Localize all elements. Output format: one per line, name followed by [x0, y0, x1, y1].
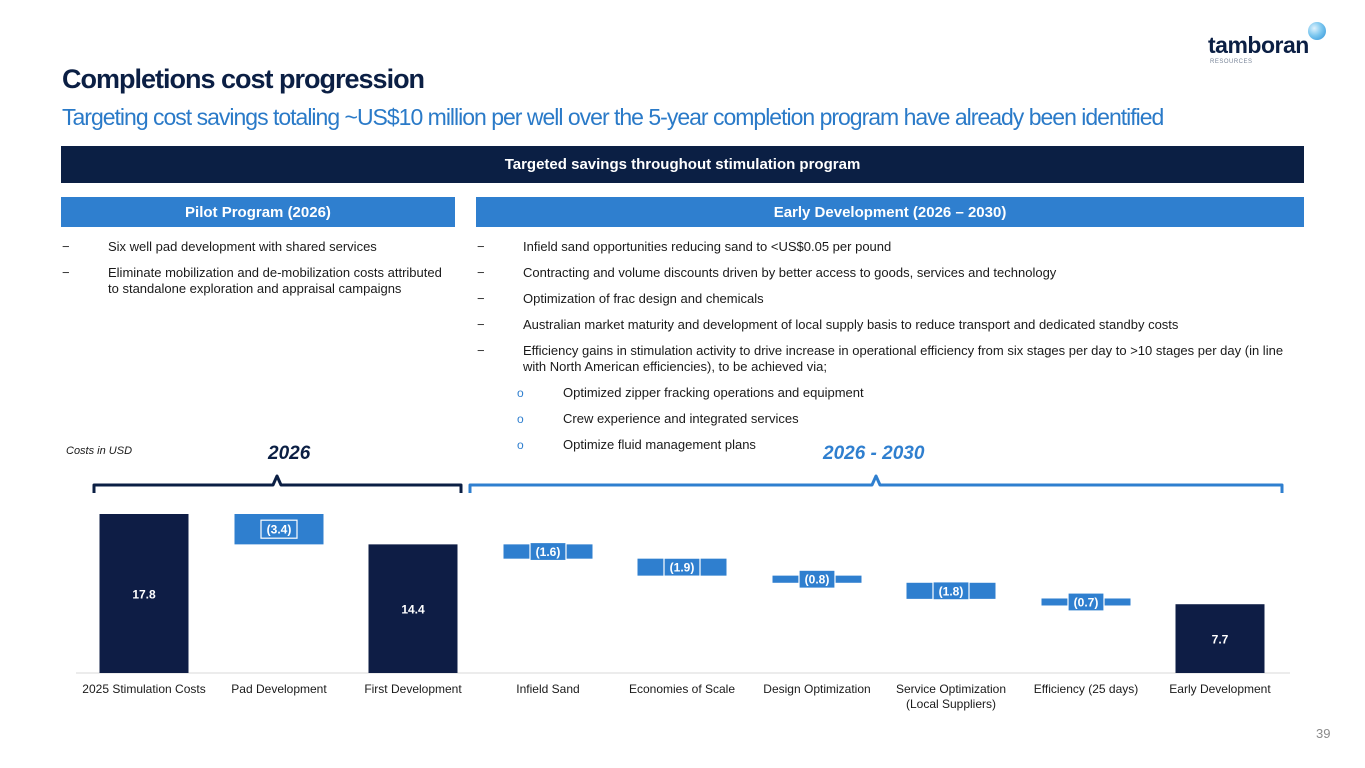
tamboran-logo: tamboran RESOURCES — [1208, 22, 1328, 68]
data-label: 17.8 — [132, 588, 156, 602]
bullet-text: Optimized zipper fracking operations and… — [563, 385, 864, 400]
data-label: (0.7) — [1074, 595, 1099, 609]
waterfall-chart: 17.8 2025 Stimulation Costs (3.4) Pad Devel… — [76, 474, 1290, 711]
data-label: (1.6) — [536, 545, 561, 559]
sub-list-item: o Crew experience and integrated services — [477, 411, 1297, 427]
dash-marker: − — [477, 343, 485, 358]
category-label: Economies of Scale — [629, 682, 735, 696]
data-label-box — [663, 557, 701, 577]
early-bullet-list: − Infield sand opportunities reducing san… — [477, 239, 1297, 463]
pilot-program-heading: Pilot Program (2026) — [61, 197, 455, 227]
bullet-text: Efficiency gains in stimulation activity… — [523, 343, 1284, 374]
circle-marker: o — [517, 412, 524, 426]
period-label-early: 2026 - 2030 — [823, 443, 925, 464]
bullet-text: Infield sand opportunities reducing sand… — [523, 239, 892, 254]
category-label: (Local Suppliers) — [906, 697, 996, 711]
bullet-text: Contracting and volume discounts driven … — [523, 265, 1057, 280]
bullet-text: Six well pad development with shared ser… — [108, 239, 377, 254]
dash-marker: − — [477, 265, 485, 280]
list-item: − Optimization of frac design and chemica… — [477, 291, 1297, 307]
list-item: − Infield sand opportunities reducing san… — [477, 239, 1297, 255]
data-label-box — [1067, 592, 1105, 612]
list-item: − Australian market maturity and developm… — [477, 317, 1297, 333]
period-label-pilot: 2026 — [268, 443, 311, 464]
category-label: 2025 Stimulation Costs — [82, 682, 205, 696]
category-label: Pad Development — [231, 682, 327, 696]
sub-list-item: o Optimize fluid management plans — [477, 437, 1297, 453]
bracket-2026-2030 — [468, 474, 1284, 493]
circle-marker: o — [517, 386, 524, 400]
bullet-text: Optimization of frac design and chemical… — [523, 291, 764, 306]
bar-total — [368, 544, 458, 673]
data-label: 14.4 — [401, 603, 425, 617]
list-item: − Six well pad development with shared se… — [62, 239, 442, 255]
data-label: (1.9) — [670, 561, 695, 575]
data-label-box — [260, 519, 298, 539]
data-label-box — [529, 541, 567, 562]
bullet-text: Eliminate mobilization and de-mobilizati… — [108, 265, 442, 296]
pilot-bullet-list: − Six well pad development with shared se… — [62, 239, 442, 307]
circle-marker: o — [517, 438, 524, 452]
list-item: − Efficiency gains in stimulation activit… — [477, 343, 1297, 375]
bullet-text: Optimize fluid management plans — [563, 437, 756, 452]
page-subtitle: Targeting cost savings totaling ~US$10 m… — [62, 104, 1164, 130]
dash-marker: − — [477, 239, 485, 254]
logo-subtext: RESOURCES — [1210, 59, 1253, 65]
dash-marker: − — [477, 317, 485, 332]
bar-total — [1175, 604, 1265, 673]
data-label-box — [798, 569, 836, 589]
data-label: (3.4) — [267, 523, 292, 537]
sub-list-item: o Optimized zipper fracking operations an… — [477, 385, 1297, 401]
list-item: − Eliminate mobilization and de-mobilizat… — [62, 265, 442, 297]
logo-wordmark: tamboran — [1208, 32, 1309, 58]
category-label: Service Optimization — [896, 682, 1006, 696]
bar-total — [99, 514, 189, 673]
page-number: 39 — [1316, 726, 1331, 741]
data-label-box — [932, 581, 970, 601]
category-label: Design Optimization — [763, 682, 870, 696]
dash-marker: − — [62, 239, 70, 254]
bullet-text: Crew experience and integrated services — [563, 411, 799, 426]
logo-sphere-icon — [1308, 22, 1326, 40]
page-title: Completions cost progression — [62, 64, 425, 94]
category-label: First Development — [364, 682, 462, 696]
early-development-heading: Early Development (2026 – 2030) — [476, 197, 1304, 227]
bracket-2026 — [92, 474, 463, 493]
category-label: Early Development — [1169, 682, 1271, 696]
dash-marker: − — [477, 291, 485, 306]
costs-note: Costs in USD — [66, 445, 133, 457]
data-label: (1.8) — [939, 584, 964, 598]
list-item: − Contracting and volume discounts driven… — [477, 265, 1297, 281]
savings-banner: Targeted savings throughout stimulation … — [61, 146, 1304, 183]
category-label: Efficiency (25 days) — [1034, 682, 1139, 696]
data-label: (0.8) — [805, 573, 830, 587]
category-label: Infield Sand — [516, 682, 579, 696]
dash-marker: − — [62, 265, 70, 280]
data-label: 7.7 — [1212, 633, 1229, 647]
bullet-text: Australian market maturity and developme… — [523, 317, 1179, 332]
